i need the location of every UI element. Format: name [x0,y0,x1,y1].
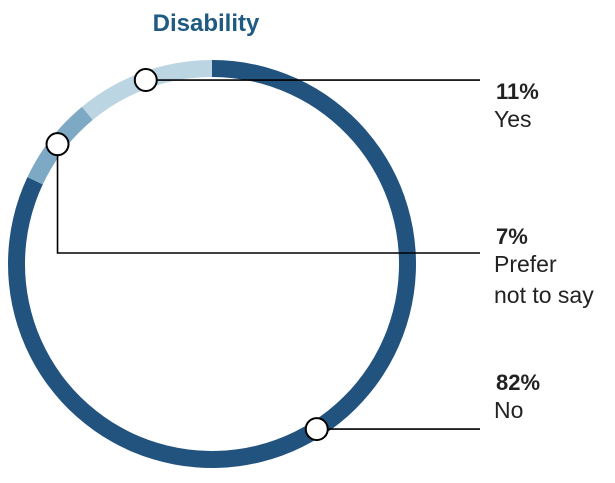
percent-label-prefer-not-to-say: 7% [496,224,528,249]
marker-yes [133,68,158,93]
category-label-yes: Yes [494,106,532,132]
chart-title: Disability [153,10,260,37]
category-label-no: No [494,397,523,423]
percent-label-yes: 11% [496,79,539,104]
slice-yes [81,60,212,120]
category-label-prefer-not-to-say: not to say [494,282,594,308]
category-label-prefer-not-to-say: Prefer [494,251,557,277]
donut-ring [8,60,417,468]
marker-prefer-not-to-say [45,132,70,157]
marker-no [304,417,329,442]
leader-line-prefer-not-to-say [56,144,480,254]
callouts: 82%No 7%Prefer not to say 11%Yes [45,68,594,442]
percent-label-no: 82% [496,370,540,395]
